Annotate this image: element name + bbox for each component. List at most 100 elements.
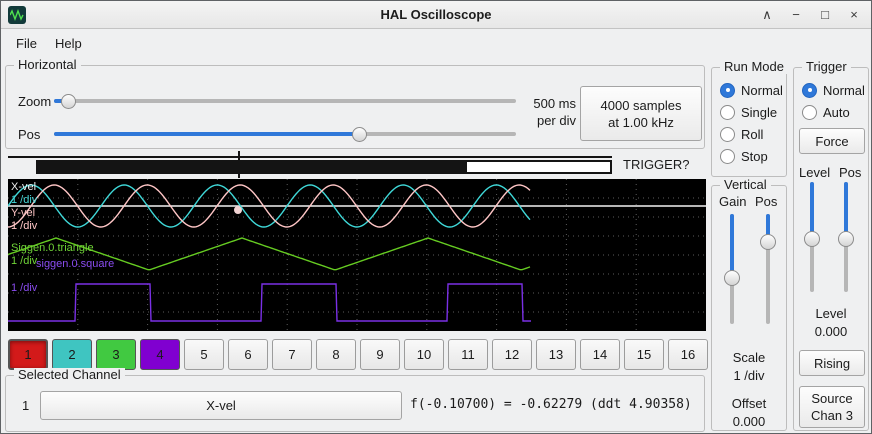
scope-channel-label: X-vel: [11, 181, 36, 193]
channel-button-row: 1 2 3 4 5 6 7 8 9 10 11 12 13 14 15 16: [8, 339, 708, 370]
channel-button-1[interactable]: 1: [8, 339, 48, 370]
slider-fill: [54, 132, 359, 136]
trigger-level-slider[interactable]: [803, 182, 821, 292]
radio-icon: [720, 104, 735, 120]
run-mode-radios: Normal Single Roll Stop: [720, 82, 783, 164]
scale-value: 1 /div: [733, 368, 765, 383]
window-title: HAL Oscilloscope: [380, 7, 492, 22]
scope-channel-label: 1 /div: [11, 255, 38, 267]
vertical-pos-slider[interactable]: [759, 214, 777, 324]
trigger-pos-header: Pos: [839, 165, 862, 180]
radio-icon: [720, 82, 735, 98]
samples-button[interactable]: 4000 samples at 1.00 kHz: [580, 86, 702, 141]
trigger-question-label: TRIGGER?: [623, 157, 690, 172]
app-icon: [8, 6, 26, 24]
channel-button-12[interactable]: 12: [492, 339, 532, 370]
slider-handle[interactable]: [60, 93, 76, 109]
rate-readout: 500 ms per div: [512, 95, 576, 129]
run-mode-radio-normal[interactable]: Normal: [720, 82, 783, 98]
selected-channel-number: 1: [22, 398, 30, 413]
minimize-icon[interactable]: −: [792, 7, 800, 22]
selected-channel-group-title: Selected Channel: [14, 368, 125, 382]
horizontal-pos-slider[interactable]: [54, 125, 516, 143]
trigger-group: Trigger Normal Auto Force Level Pos Level…: [793, 60, 869, 431]
radio-label: Normal: [823, 82, 865, 98]
trigger-source-button[interactable]: Source Chan 3: [799, 386, 865, 428]
trigger-group-title: Trigger: [802, 60, 851, 74]
offset-label: Offset: [731, 396, 767, 411]
zoom-label: Zoom: [18, 94, 52, 109]
slider-handle[interactable]: [724, 269, 740, 286]
samples-line2: at 1.00 kHz: [608, 114, 674, 130]
channel-button-6[interactable]: 6: [228, 339, 268, 370]
scope-channel-label: 1 /div: [11, 282, 38, 294]
zoom-slider[interactable]: [54, 92, 516, 110]
radio-icon: [802, 104, 817, 120]
horizontal-group-title: Horizontal: [14, 58, 81, 72]
channel-source-button[interactable]: X-vel: [40, 391, 402, 420]
slider-fill: [766, 214, 770, 242]
slider-groove: [766, 214, 770, 324]
offset-value: 0.000: [732, 414, 766, 429]
record-box: [36, 160, 612, 174]
run-mode-radio-single[interactable]: Single: [720, 104, 783, 120]
channel-button-3[interactable]: 3: [96, 339, 136, 370]
close-icon[interactable]: ×: [850, 7, 858, 22]
sine-trace-pink: [7, 184, 531, 228]
channel-button-10[interactable]: 10: [404, 339, 444, 370]
trigger-source-line1: Source: [811, 391, 853, 406]
trigger-radio-normal[interactable]: Normal: [802, 82, 865, 98]
channel-button-14[interactable]: 14: [580, 339, 620, 370]
force-button[interactable]: Force: [799, 128, 865, 154]
trigger-level-header: Level: [799, 165, 831, 180]
slider-handle[interactable]: [760, 233, 776, 250]
channel-button-16[interactable]: 16: [668, 339, 708, 370]
menubar: File Help: [1, 30, 871, 56]
trigger-edge-button[interactable]: Rising: [799, 350, 865, 376]
titlebar[interactable]: HAL Oscilloscope ∧ − □ ×: [1, 1, 871, 29]
scope-channel-label: 1 /div: [11, 220, 38, 232]
trigger-radio-auto[interactable]: Auto: [802, 104, 865, 120]
channel-button-11[interactable]: 11: [448, 339, 488, 370]
menu-file[interactable]: File: [16, 35, 37, 51]
gain-slider[interactable]: [723, 214, 741, 324]
trigger-position-marker[interactable]: [237, 151, 240, 178]
channel-button-9[interactable]: 9: [360, 339, 400, 370]
channel-button-4[interactable]: 4: [140, 339, 180, 370]
slider-fill: [730, 214, 734, 278]
trigger-level-caption: Level: [815, 306, 847, 321]
rate-line1: 500 ms: [533, 96, 576, 111]
pos-label: Pos: [18, 127, 41, 142]
channel-button-2[interactable]: 2: [52, 339, 92, 370]
channel-button-13[interactable]: 13: [536, 339, 576, 370]
square-trace: [8, 283, 531, 322]
run-mode-radio-stop[interactable]: Stop: [720, 148, 783, 164]
slider-handle[interactable]: [351, 126, 367, 142]
slider-handle[interactable]: [804, 231, 820, 248]
shade-icon[interactable]: ∧: [762, 7, 772, 22]
channel-button-5[interactable]: 5: [184, 339, 224, 370]
channel-button-15[interactable]: 15: [624, 339, 664, 370]
record-line: [8, 156, 612, 158]
trigger-pos-slider[interactable]: [837, 182, 855, 292]
samples-line1: 4000 samples: [600, 97, 682, 113]
slider-handle[interactable]: [838, 231, 854, 248]
run-mode-radio-roll[interactable]: Roll: [720, 126, 783, 142]
window-controls: ∧ − □ ×: [760, 1, 861, 29]
scope-channel-label: Y-vel: [11, 207, 35, 219]
vertical-group: Vertical Gain Pos Scale 1 /div Offset 0.…: [711, 178, 787, 431]
run-mode-group: Run Mode Normal Single Roll Stop: [711, 60, 788, 177]
scope-channel-label: Siggen.0.triangle: [11, 242, 94, 254]
slider-groove: [54, 99, 516, 103]
radio-label: Single: [741, 104, 778, 120]
menu-help[interactable]: Help: [54, 35, 82, 51]
radio-icon: [720, 126, 735, 142]
channel-button-7[interactable]: 7: [272, 339, 312, 370]
trace-marker-dot: [234, 206, 242, 214]
record-position-bar[interactable]: [8, 151, 612, 178]
maximize-icon[interactable]: □: [821, 7, 829, 22]
channel-button-8[interactable]: 8: [316, 339, 356, 370]
scope-display[interactable]: X-vel 1 /div Y-vel 1 /div Siggen.0.triangle 1…: [7, 179, 706, 331]
trigger-radios: Normal Auto: [802, 82, 865, 120]
